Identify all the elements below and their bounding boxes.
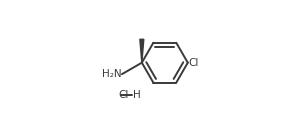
Text: H: H	[133, 90, 140, 100]
Polygon shape	[140, 39, 144, 63]
Text: H₂N: H₂N	[102, 69, 121, 79]
Text: Cl: Cl	[118, 90, 128, 100]
Text: Cl: Cl	[188, 58, 199, 68]
